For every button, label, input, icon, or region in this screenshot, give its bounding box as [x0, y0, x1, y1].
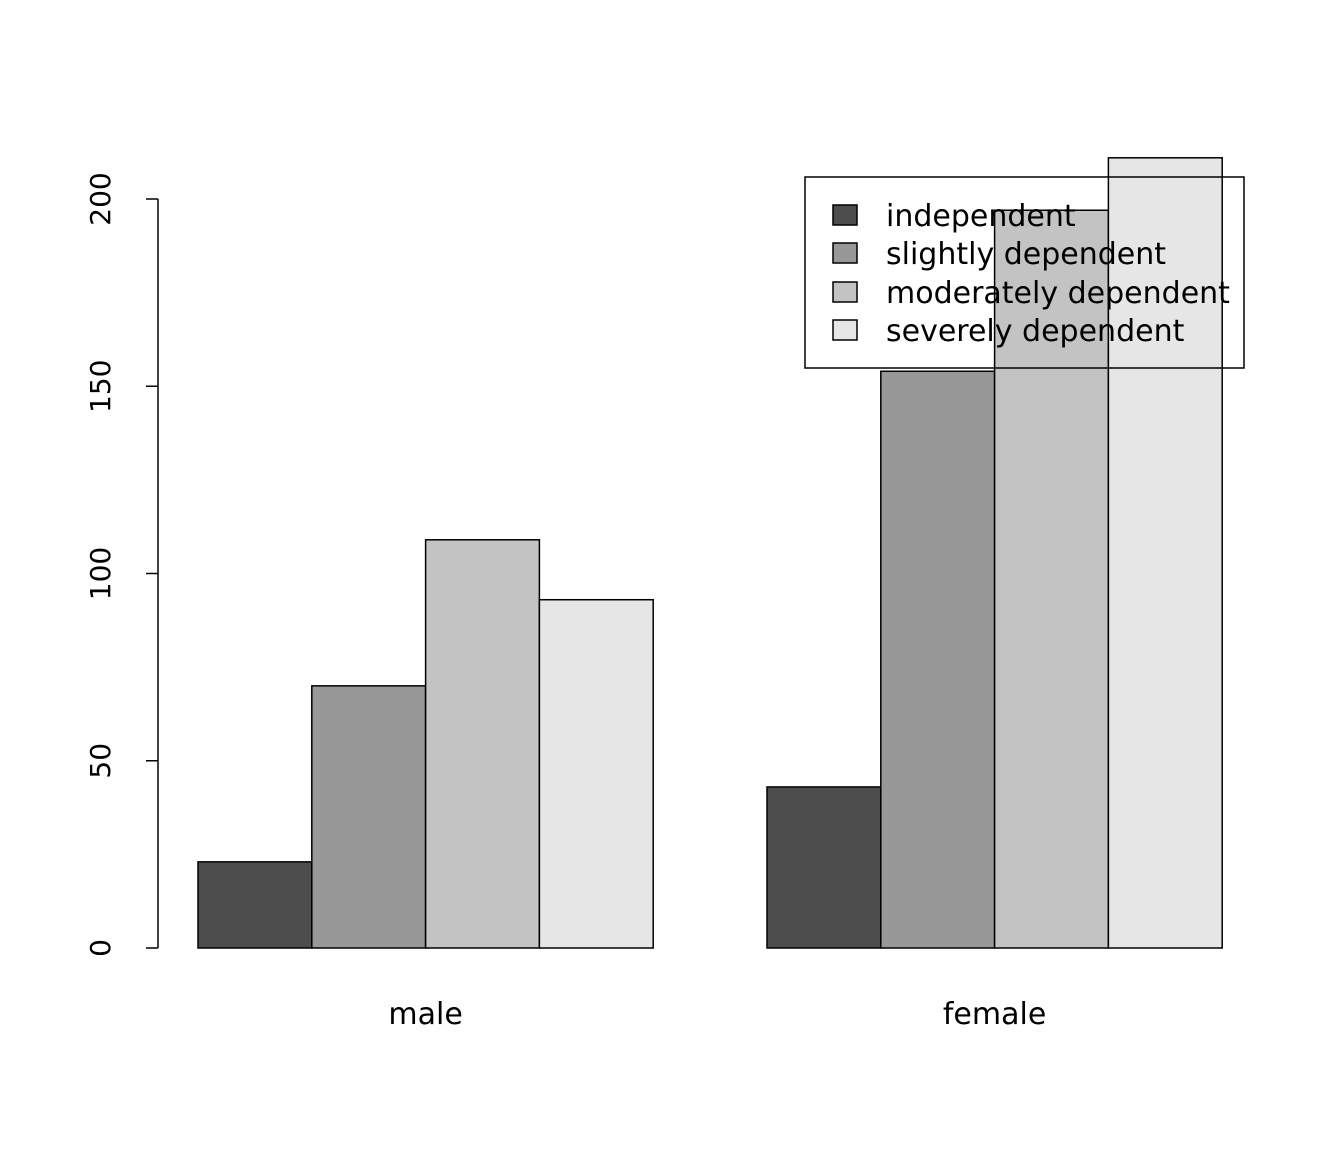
- bar-male-severely-dependent: [538, 598, 654, 949]
- x-category-label: female: [943, 997, 1046, 1032]
- bar-female-slightly-dependent: [880, 370, 996, 949]
- legend-swatch: [832, 281, 858, 303]
- legend-box: [804, 176, 1245, 369]
- y-tick-label: 100: [84, 547, 117, 600]
- y-tick-label: 50: [84, 743, 117, 779]
- legend-label: independent: [886, 199, 1076, 234]
- y-tick-label: 150: [84, 360, 117, 413]
- y-tick-label: 200: [84, 172, 117, 225]
- legend-label: moderately dependent: [886, 276, 1230, 311]
- bar-female-moderately-dependent: [993, 209, 1110, 949]
- y-tick-label: 0: [84, 939, 117, 957]
- legend-swatch: [832, 204, 858, 226]
- legend-label: severely dependent: [886, 314, 1185, 349]
- bar-female-independent: [766, 786, 882, 949]
- legend-swatch: [832, 242, 858, 264]
- bar-male-moderately-dependent: [424, 539, 541, 949]
- x-category-label: male: [388, 997, 462, 1032]
- legend-label: slightly dependent: [886, 237, 1166, 272]
- bar-female-severely-dependent: [1107, 157, 1223, 949]
- bar-male-independent: [197, 861, 313, 949]
- bar-male-slightly-dependent: [311, 685, 427, 949]
- legend-swatch: [832, 319, 858, 341]
